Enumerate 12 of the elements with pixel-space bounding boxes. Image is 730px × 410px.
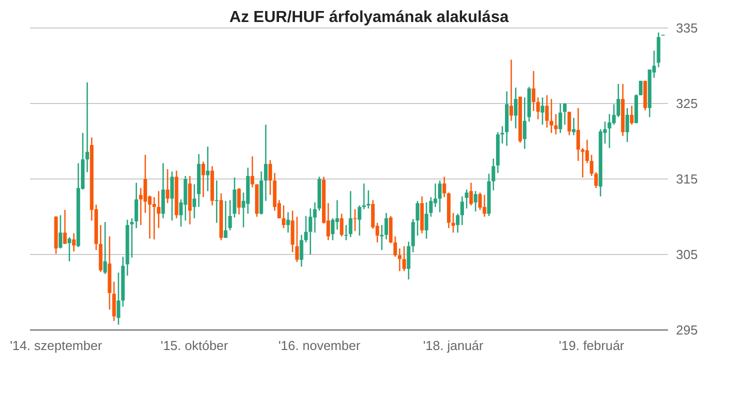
y-tick-label: 295 <box>676 322 698 338</box>
x-tick-label: '14. szeptember <box>10 338 103 353</box>
y-tick-label: 305 <box>676 247 698 262</box>
x-tick-label: '19. február <box>558 338 625 353</box>
x-tick-label: '16. november <box>278 338 361 353</box>
y-tick-label: 335 <box>676 20 698 36</box>
x-tick-label: '18. január <box>423 338 484 353</box>
x-tick-label: '15. október <box>160 338 229 353</box>
candlestick <box>638 80 642 96</box>
y-tick-label: 315 <box>676 172 698 187</box>
y-tick-label: 325 <box>676 96 698 112</box>
chart-title: Az EUR/HUF árfolyamának alakulása <box>229 9 509 26</box>
